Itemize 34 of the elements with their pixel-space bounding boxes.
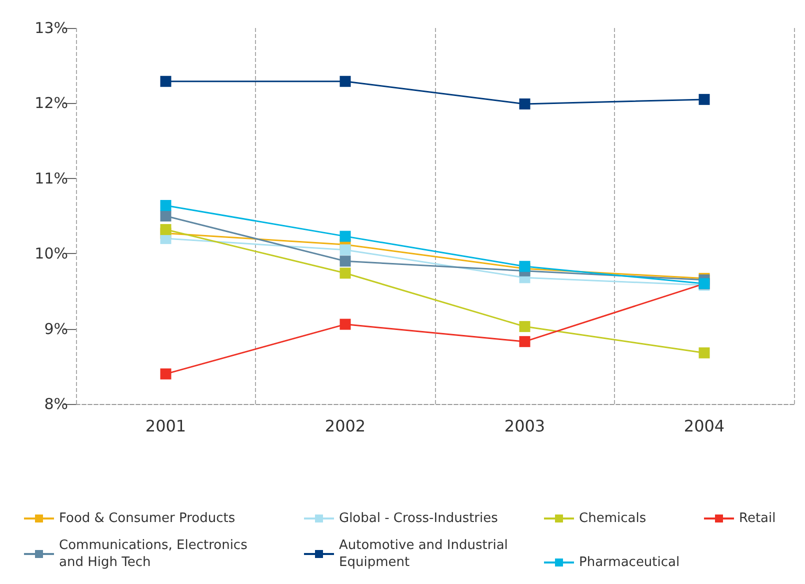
y-tick-label: 9% [44,320,68,338]
point [160,368,172,380]
legend-label: Chemicals [579,511,646,526]
point [698,347,710,358]
x-tick-label: 2003 [504,416,546,436]
point [160,210,172,222]
legend-label: Global - Cross-Industries [339,511,498,526]
legend-label: Pharmaceutical [579,555,680,570]
point [340,230,351,242]
point [340,268,351,279]
y-tick-label: 13% [34,19,68,37]
point [519,260,530,272]
point [160,200,172,211]
point [519,98,530,110]
legend-label: Communications, Electronics and High Tech [59,538,252,570]
x-tick-label: 2004 [684,416,725,436]
point [519,336,530,348]
point [519,321,530,332]
point [340,318,351,330]
legend-label: Retail [739,511,776,526]
legend-label: Automotive and Industrial Equipment [339,538,512,570]
y-tick-label: 11% [34,169,68,188]
point [340,256,351,267]
point [340,244,351,256]
point [160,224,172,236]
point [340,76,351,87]
y-tick-label: 12% [34,94,68,112]
x-tick-label: 2002 [324,416,366,436]
point [698,94,710,105]
x-tick-label: 2001 [145,416,186,436]
point [160,76,172,87]
y-tick-label: 8% [44,395,68,413]
legend-label: Food & Consumer Products [59,511,236,526]
y-tick-label: 10% [34,244,68,263]
